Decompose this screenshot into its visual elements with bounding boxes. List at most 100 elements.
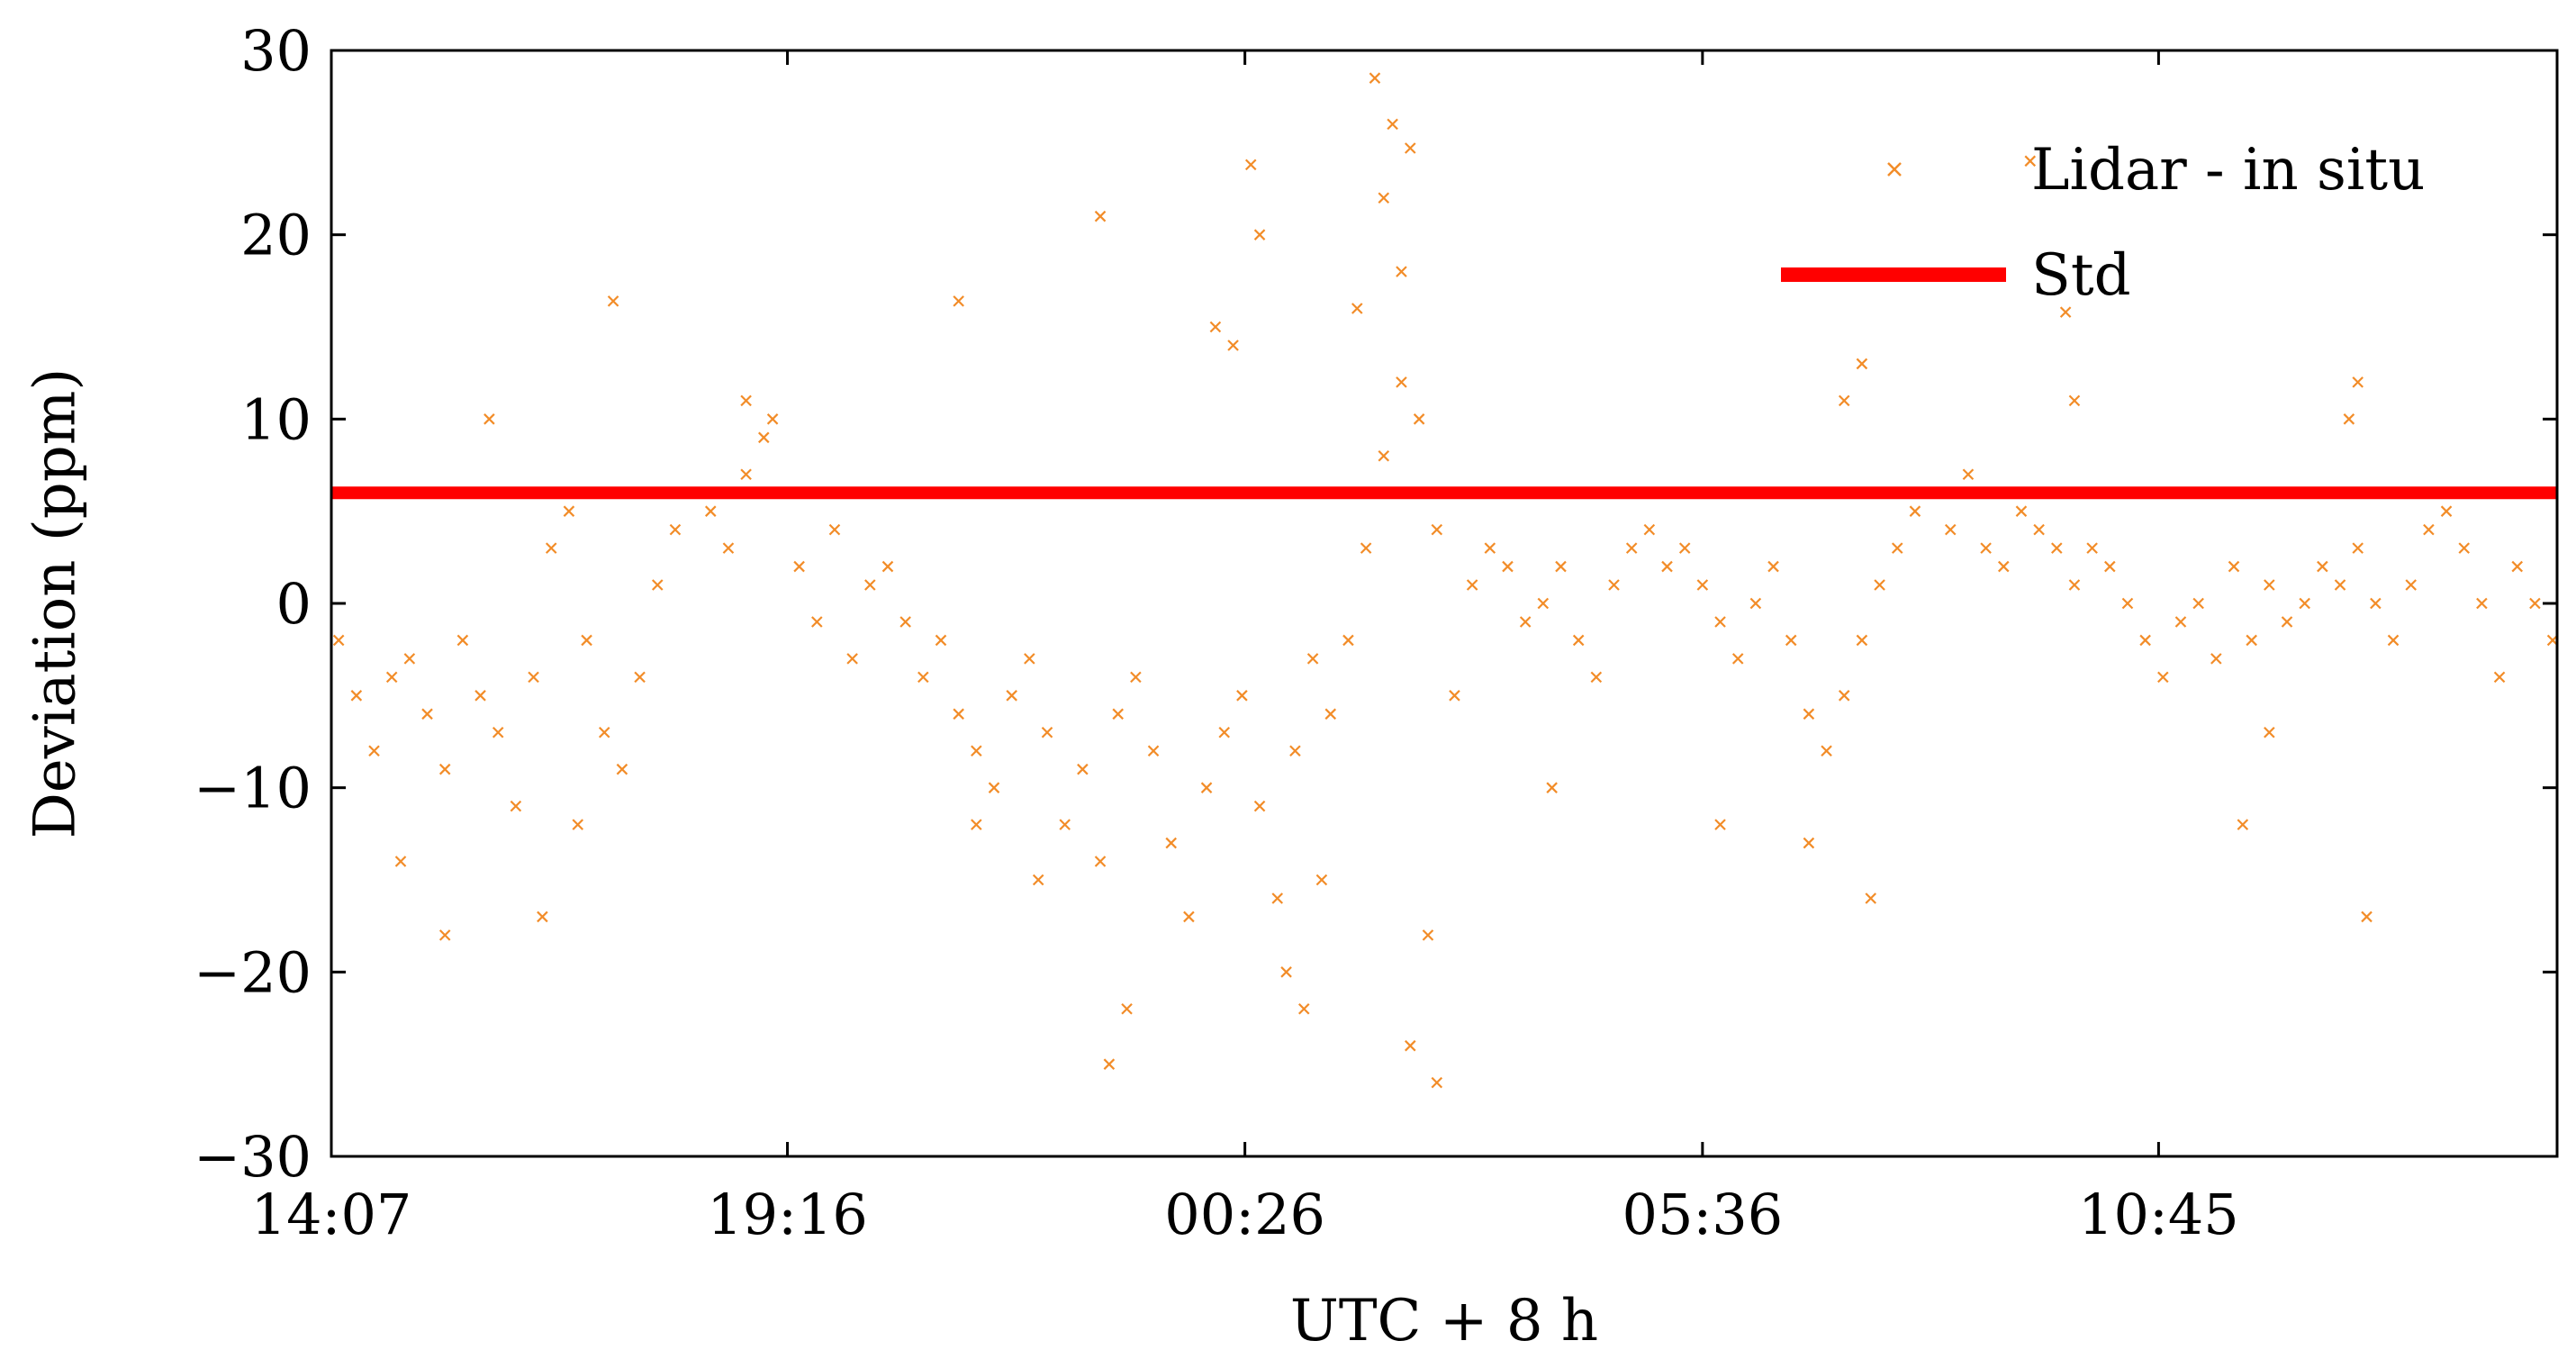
scatter-point bbox=[1546, 782, 1558, 793]
scatter-point bbox=[2228, 560, 2240, 573]
y-tick-label: 30 bbox=[240, 18, 312, 84]
scatter-point bbox=[1962, 468, 1975, 481]
scatter-point bbox=[1714, 616, 1726, 628]
scatter-point bbox=[2237, 819, 2249, 830]
scatter-point bbox=[1422, 929, 1434, 941]
scatter-point bbox=[492, 726, 504, 738]
y-tick-label: −30 bbox=[194, 1124, 312, 1190]
plot-frame bbox=[330, 49, 2559, 1158]
scatter-point bbox=[988, 782, 1000, 793]
scatter-point bbox=[1449, 690, 1460, 702]
scatter-point bbox=[1405, 1039, 1416, 1052]
y-tick-label: −10 bbox=[194, 756, 312, 821]
scatter-point bbox=[1838, 394, 1850, 407]
scatter-point bbox=[881, 560, 894, 573]
legend: Lidar - in situ Std bbox=[1781, 137, 2425, 309]
scatter-point bbox=[598, 726, 610, 738]
x-tick-label: 14:07 bbox=[251, 1182, 412, 1247]
scatter-point bbox=[651, 579, 664, 591]
scatter-point bbox=[2051, 542, 2063, 554]
scatter-point bbox=[2317, 560, 2328, 573]
scatter-point bbox=[1094, 856, 1107, 867]
scatter-point bbox=[2246, 634, 2257, 647]
scatter-point bbox=[1767, 560, 1779, 573]
scatter-point bbox=[2264, 726, 2275, 738]
scatter-point bbox=[2370, 597, 2382, 610]
scatter-point bbox=[2192, 597, 2204, 610]
scatter-point bbox=[793, 560, 805, 573]
scatter-point bbox=[1555, 560, 1567, 573]
scatter-point bbox=[1236, 690, 1248, 702]
scatter-point bbox=[581, 634, 592, 647]
scatter-point bbox=[2059, 306, 2072, 318]
scatter-point bbox=[1094, 210, 1107, 222]
scatter-point bbox=[2264, 579, 2275, 591]
scatter-point bbox=[2210, 653, 2222, 665]
scatter-point bbox=[1351, 303, 1363, 314]
scatter-point bbox=[1484, 542, 1496, 554]
scatter-point bbox=[2361, 910, 2373, 923]
scatter-point bbox=[766, 413, 779, 425]
scatter-point bbox=[1289, 745, 1301, 757]
scatter-point bbox=[1396, 266, 1407, 277]
scatter-point bbox=[2334, 579, 2346, 591]
x-tick-label: 05:36 bbox=[1622, 1182, 1784, 1247]
scatter-point bbox=[1431, 523, 1443, 536]
legend-label-std: Std bbox=[2031, 242, 2131, 309]
scatter-point bbox=[616, 763, 628, 775]
x-tick-label: 10:45 bbox=[2078, 1182, 2239, 1247]
scatter-point bbox=[385, 671, 398, 684]
scatter-point bbox=[2423, 523, 2435, 536]
scatter-point bbox=[2493, 671, 2506, 684]
x-tick-label: 19:16 bbox=[707, 1182, 868, 1247]
scatter-point bbox=[971, 745, 982, 757]
scatter-point bbox=[704, 505, 717, 517]
scatter-point bbox=[1218, 726, 1231, 738]
scatter-point bbox=[1431, 1076, 1443, 1089]
scatter-point bbox=[1032, 874, 1044, 886]
scatter-point bbox=[1661, 560, 1673, 573]
scatter-point bbox=[1378, 449, 1390, 462]
scatter-point bbox=[1874, 579, 1885, 591]
scatter-point bbox=[1280, 966, 1292, 978]
scatter-point bbox=[1253, 800, 1266, 812]
scatter-point bbox=[2476, 597, 2488, 610]
scatter-point bbox=[1678, 542, 1691, 554]
scatter-point bbox=[545, 542, 557, 554]
scatter-point bbox=[1785, 634, 1797, 647]
scatter-point bbox=[953, 295, 964, 307]
legend-marker-x bbox=[1887, 162, 1902, 177]
scatter-point bbox=[2281, 616, 2293, 628]
scatter-point bbox=[1183, 910, 1195, 923]
scatter-point bbox=[1253, 229, 1266, 240]
scatter-point bbox=[1271, 892, 1284, 904]
scatter-point bbox=[2139, 634, 2151, 647]
scatter-point bbox=[1944, 523, 1957, 536]
scatter-point bbox=[394, 856, 407, 867]
scatter-point bbox=[572, 819, 584, 830]
y-axis: 30 20 10 0 −10 −20 −30 bbox=[194, 18, 2557, 1190]
scatter-point bbox=[1838, 690, 1850, 702]
scatter-point bbox=[1466, 579, 1478, 591]
scatter-point bbox=[811, 616, 823, 628]
scatter-point bbox=[475, 690, 486, 702]
scatter-point bbox=[2024, 155, 2037, 168]
scatter-point bbox=[1297, 1002, 1310, 1015]
scatter-point bbox=[846, 653, 858, 665]
y-tick-label: 20 bbox=[240, 203, 312, 268]
scatter-point bbox=[1165, 837, 1177, 849]
scatter-point bbox=[757, 431, 770, 444]
scatter-point bbox=[484, 413, 495, 425]
scatter-point bbox=[607, 295, 619, 307]
scatter-point bbox=[1714, 819, 1726, 830]
scatter-point bbox=[528, 671, 539, 684]
scatter-point bbox=[537, 910, 548, 923]
scatter-point bbox=[1749, 597, 1762, 610]
scatter-point bbox=[1360, 542, 1372, 554]
scatter-point bbox=[1147, 745, 1160, 757]
scatter-point bbox=[1200, 782, 1213, 793]
scatter-point bbox=[1856, 634, 1868, 647]
scatter-point bbox=[740, 468, 752, 481]
scatter-point bbox=[1405, 142, 1416, 154]
scatter-point bbox=[421, 708, 433, 720]
